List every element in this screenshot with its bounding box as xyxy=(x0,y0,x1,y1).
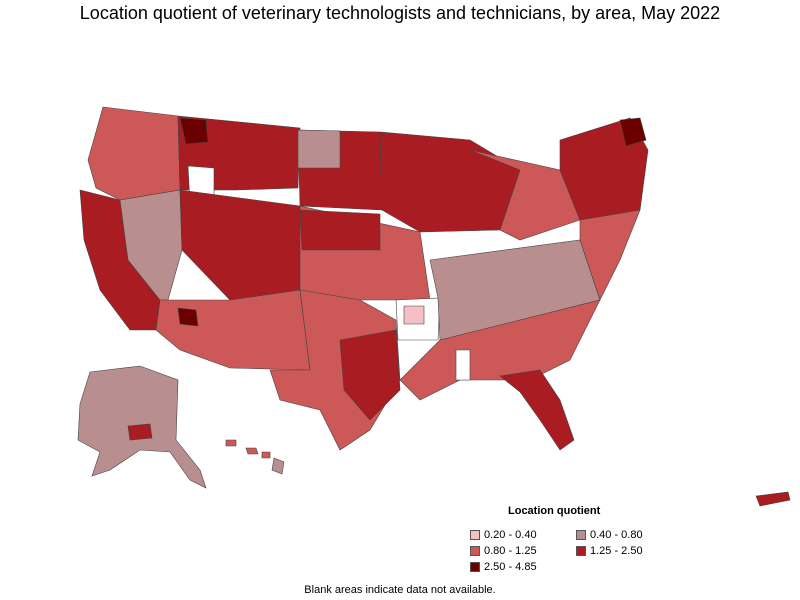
footnote: Blank areas indicate data not available. xyxy=(304,584,496,596)
region-maine-peak xyxy=(619,117,647,147)
legend-label-1: 0.40 - 0.80 xyxy=(590,529,643,541)
puerto-rico xyxy=(755,491,791,507)
legend-swatch-1 xyxy=(576,530,586,540)
region-mississippi-blank xyxy=(455,349,471,381)
legend-item-2: 0.80 - 1.25 xyxy=(470,545,537,557)
region-upper-midwest xyxy=(379,131,521,233)
legend-label-2: 0.80 - 1.25 xyxy=(484,545,537,557)
contiguous-us xyxy=(79,106,649,451)
region-southwest xyxy=(155,289,311,371)
legend-swatch-2 xyxy=(470,546,480,556)
region-hawaii-islands xyxy=(225,439,271,459)
region-north-dakota-west xyxy=(297,129,341,169)
region-ozarks-low xyxy=(403,305,425,325)
region-mountain xyxy=(179,189,301,301)
region-florida xyxy=(499,369,575,451)
legend-item-4: 2.50 - 4.85 xyxy=(470,561,537,573)
region-nebraska xyxy=(299,209,381,251)
region-arizona-peak xyxy=(177,307,199,327)
region-east-texas xyxy=(339,329,401,421)
legend-swatch-3 xyxy=(576,546,586,556)
region-northern-idaho-peak xyxy=(179,117,209,145)
hawaii xyxy=(225,439,285,475)
region-mid-atlantic xyxy=(579,209,641,301)
alaska xyxy=(77,365,207,489)
legend-swatch-0 xyxy=(470,530,480,540)
legend-label-0: 0.20 - 0.40 xyxy=(484,529,537,541)
region-pacific-northwest xyxy=(87,106,181,201)
map-title: Location quotient of veterinary technolo… xyxy=(79,3,721,23)
legend-item-0: 0.20 - 0.40 xyxy=(470,529,537,541)
region-puerto-rico xyxy=(755,491,791,507)
legend-label-3: 1.25 - 2.50 xyxy=(590,545,643,557)
region-alaska-south xyxy=(127,423,153,441)
legend-label-4: 2.50 - 4.85 xyxy=(484,561,537,573)
region-hawaii-big-island xyxy=(271,457,285,475)
legend-item-1: 0.40 - 0.80 xyxy=(576,529,643,541)
legend-title: Location quotient xyxy=(508,505,601,517)
legend-item-3: 1.25 - 2.50 xyxy=(576,545,643,557)
legend-swatch-4 xyxy=(470,562,480,572)
